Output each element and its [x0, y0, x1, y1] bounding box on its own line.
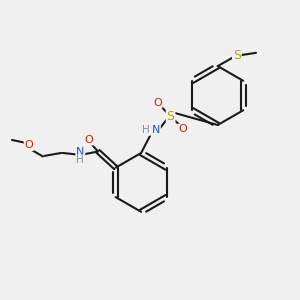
Text: O: O — [85, 135, 94, 145]
Text: N: N — [152, 125, 160, 135]
Text: S: S — [167, 110, 175, 123]
Text: H: H — [142, 125, 150, 135]
Text: O: O — [24, 140, 33, 150]
Text: O: O — [153, 98, 162, 108]
Text: N: N — [76, 147, 85, 158]
Text: S: S — [233, 49, 241, 62]
Text: H: H — [76, 155, 84, 165]
Text: O: O — [178, 124, 187, 134]
